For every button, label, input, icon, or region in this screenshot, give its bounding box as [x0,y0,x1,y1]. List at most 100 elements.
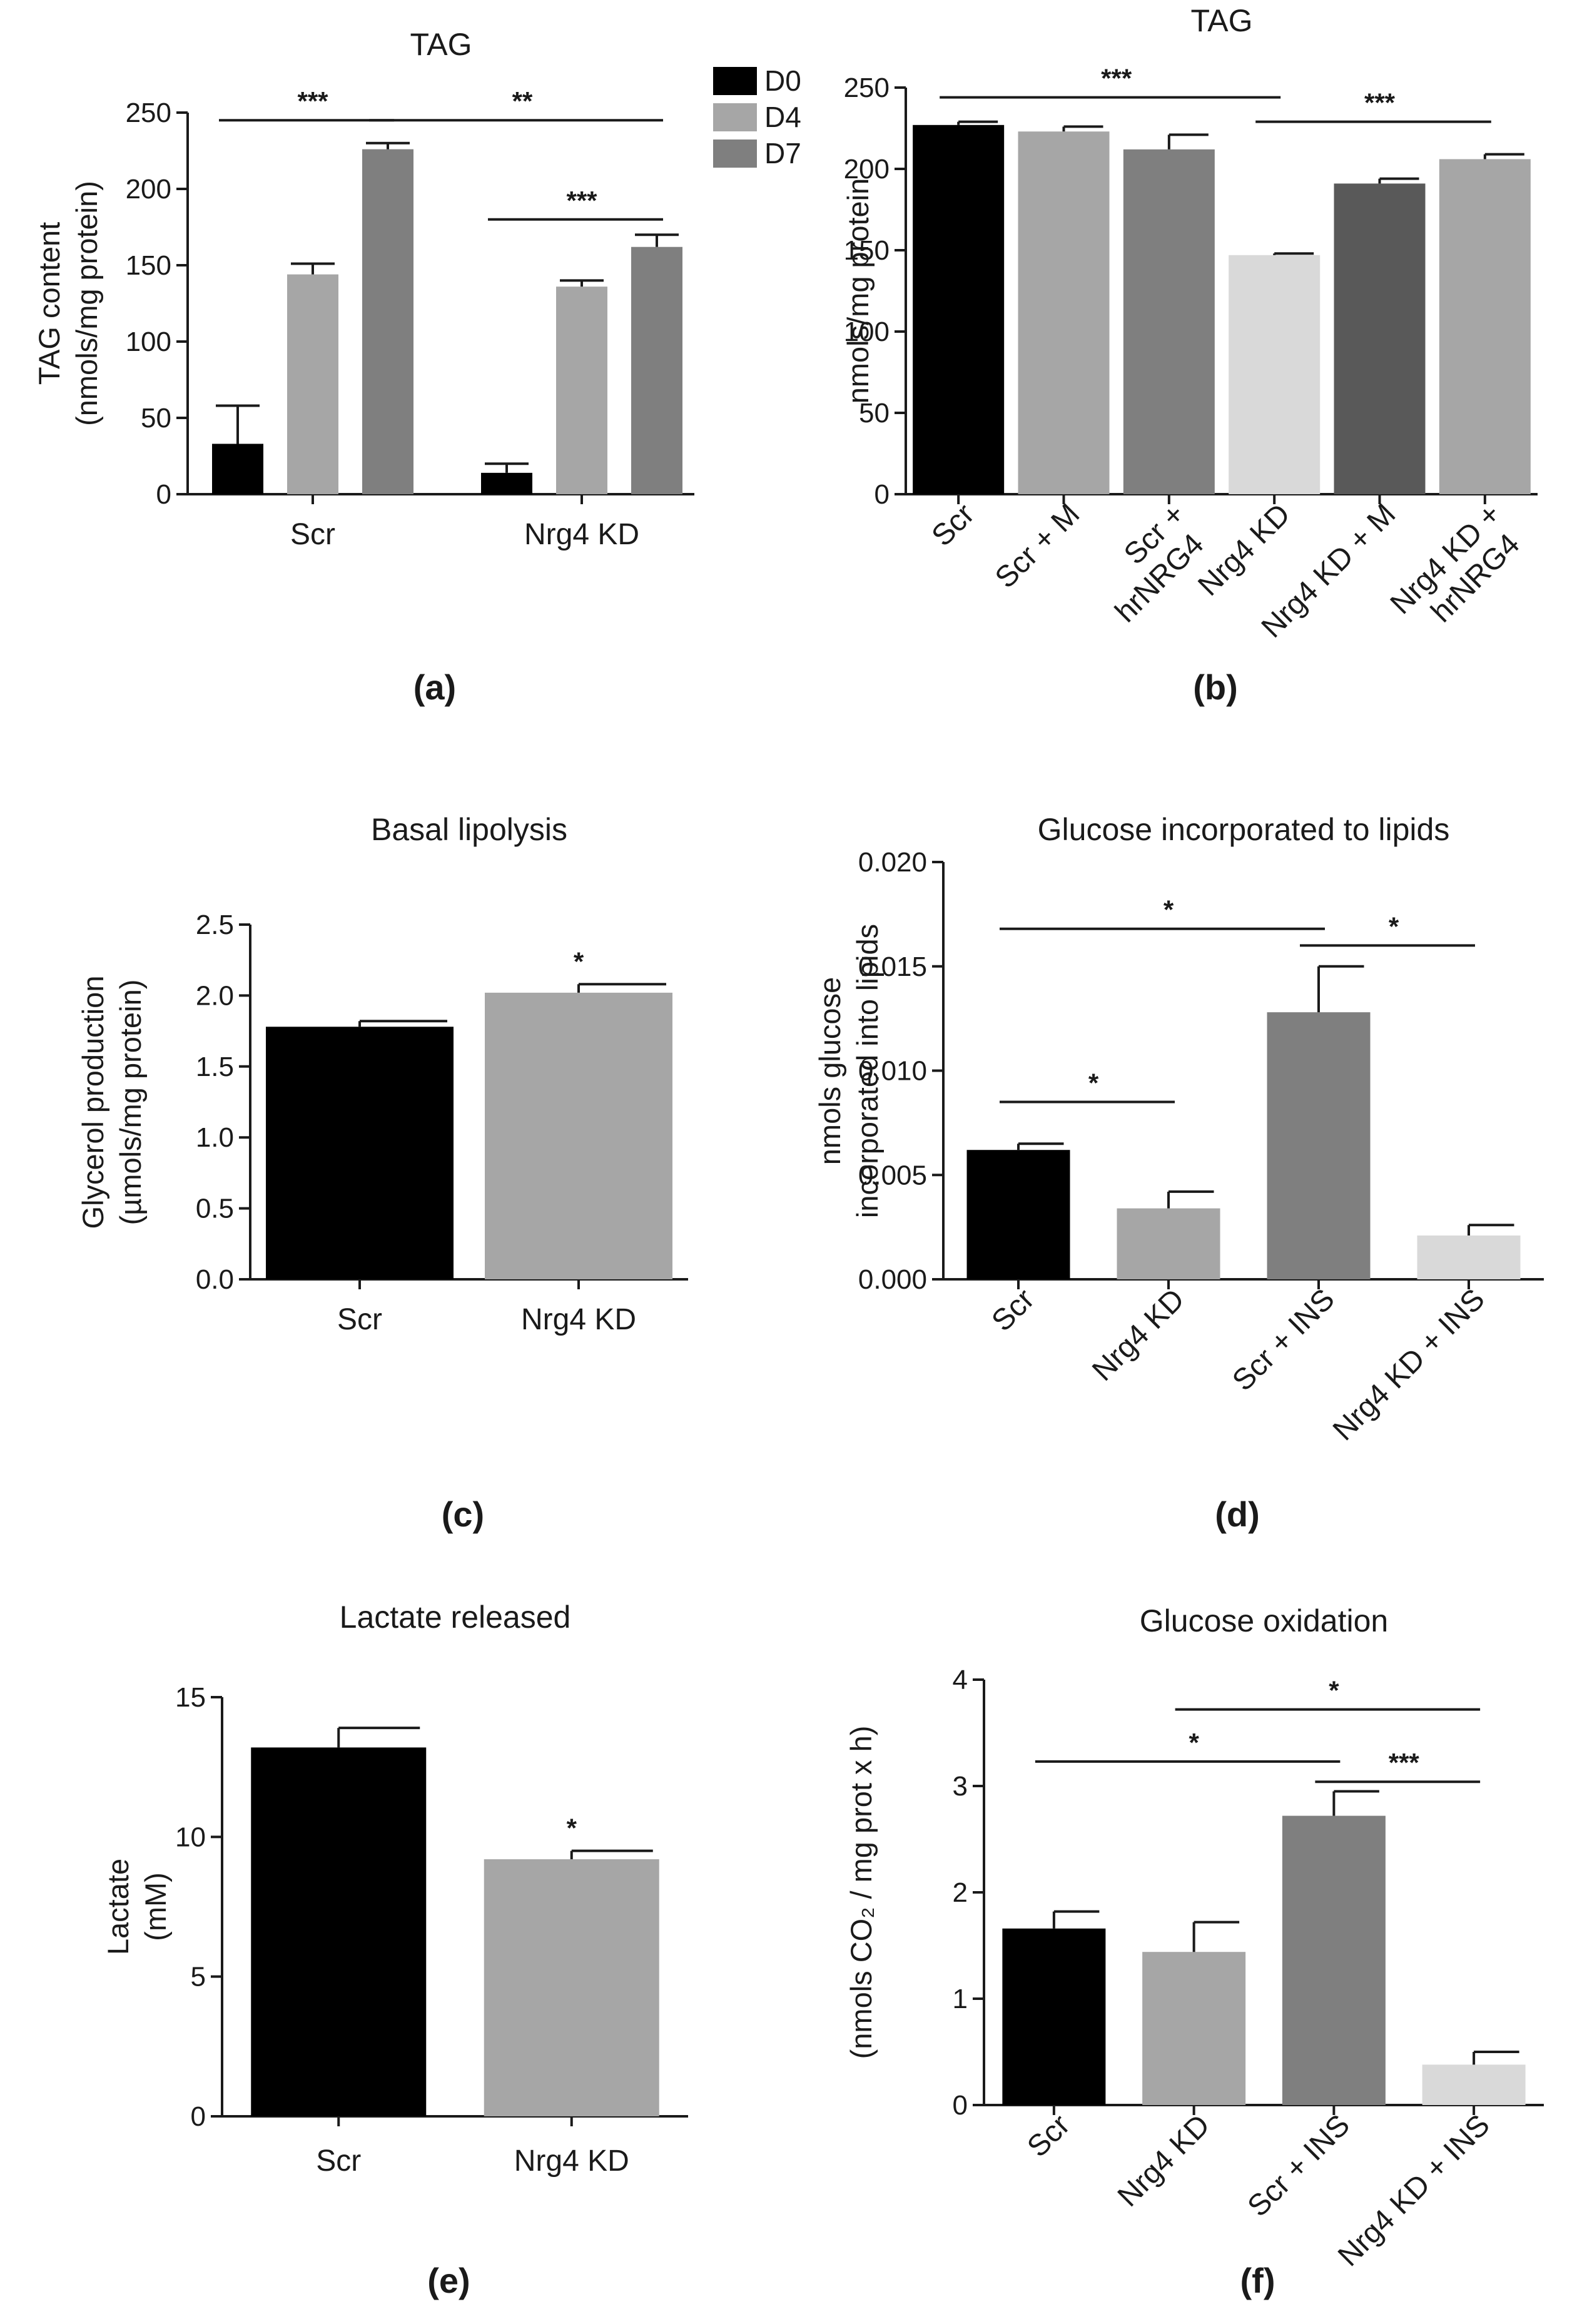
y-tick-label: 200 [126,174,171,205]
bar-a-d7-0 [362,149,413,494]
bar-b-0 [913,124,1005,495]
chart-c-svg: Basal lipolysis Glycerol production (µmols… [76,812,688,1534]
significance-star: *** [1101,64,1132,93]
chart-panel-d: Glucose incorporated to lipids nmols gluc… [793,776,1587,1539]
y-axis-label: incorporated into lipids [851,924,884,1218]
chart-a-title: TAG [410,27,472,62]
x-category-label: Nrg4 KD [1112,2108,1217,2213]
y-axis-label: (mM) [139,1872,172,1941]
significance-star: *** [566,186,597,215]
y-tick-label: 100 [844,317,890,347]
y-tick-label: 150 [126,250,171,281]
y-tick-label: 100 [126,327,171,357]
x-category-label: Nrg4 KD + INS [1327,1282,1491,1447]
significance-star: ** [512,86,533,116]
y-tick-label: 50 [859,398,890,429]
x-category-label: Scr + INS [1226,1282,1341,1398]
y-axis-label: (µmols/mg protein) [114,980,147,1225]
chart-d-svg: Glucose incorporated to lipids nmols gluc… [813,812,1544,1534]
bar-b-3 [1229,255,1321,494]
y-tick-label: 2.5 [196,910,234,940]
bar-a-d4-1 [556,287,607,494]
y-tick-label: 10 [175,1822,206,1852]
y-tick-label: 1 [953,1984,968,2014]
significance-star: * [574,946,584,976]
panel-label-f: (f) [1240,2261,1275,2300]
x-category-label: Nrg4 KD [1086,1282,1191,1388]
chart-e-svg: Lactate released Lactate (mM) 0 5 10 15 Scr Nrg4… [101,1600,688,2300]
legend-label-d0: D0 [764,64,801,97]
significance-star: * [1329,1676,1339,1705]
y-tick-label: 200 [844,154,890,185]
y-tick-label: 15 [175,1682,206,1713]
bar-d-3 [1417,1235,1521,1279]
legend-label-d4: D4 [764,101,801,133]
significance-star: * [1189,1728,1199,1757]
y-tick-label: 150 [844,235,890,266]
y-axis-label: Lactate [101,1859,134,1955]
significance-star: *** [297,86,328,116]
bar-f-1 [1142,1952,1246,2105]
y-tick-label: 0.005 [858,1160,927,1190]
bar-f-2 [1282,1815,1386,2105]
x-category-label: Scr [985,1282,1040,1337]
y-tick-label: 0 [191,2101,206,2132]
y-axis-label: nmols/mg protein [841,178,875,404]
bar-b-2 [1123,149,1215,495]
y-tick-label: 0 [156,479,171,510]
bar-b-1 [1018,131,1110,494]
bar-f-3 [1422,2064,1526,2105]
x-category-label: Scr [290,518,335,551]
chart-b-svg: TAG nmols/mg protein 0 50 100 150 200 250 Scr Scr… [841,3,1538,707]
x-category-label: Nrg4 KD + INS [1332,2108,1496,2273]
x-category-label: Nrg4 KD [514,2144,629,2178]
x-category-label: Scr [926,497,981,552]
y-tick-label: 0 [953,2090,968,2121]
x-category-label: Nrg4 KD [521,1303,636,1336]
legend-swatch-d7 [713,140,757,168]
chart-a-svg: TAG TAG content (nmols/mg protein) 0 50 100 15… [33,27,801,707]
legend-label-d7: D7 [764,137,801,170]
y-tick-label: 0.0 [196,1264,234,1295]
chart-panel-c: Basal lipolysis Glycerol production (µmols… [0,776,793,1539]
bar-b-4 [1334,183,1426,494]
x-category-label: Scr + INS [1242,2108,1357,2223]
y-tick-label: 2 [953,1877,968,1908]
chart-c-title: Basal lipolysis [371,812,567,847]
bar-a-d0-0 [212,444,263,494]
significance-star: *** [1364,88,1396,118]
y-axis-label: (nmols/mg protein) [70,181,103,426]
y-tick-label: 1.5 [196,1052,234,1082]
legend-swatch-d0 [713,67,757,95]
y-tick-label: 50 [141,403,171,434]
chart-panel-b: TAG nmols/mg protein 0 50 100 150 200 250 Scr Scr… [793,0,1587,751]
panel-label-b: (b) [1193,667,1238,707]
y-tick-label: 0.5 [196,1194,234,1224]
chart-panel-f: Glucose oxidation (nmols CO₂ / mg prot x … [793,1576,1587,2321]
y-tick-label: 1.0 [196,1122,234,1153]
significance-star: * [1389,911,1399,941]
x-category-label: Scr + M [989,497,1086,594]
x-category-label: Scr [1021,2108,1076,2163]
bar-a-d7-1 [631,246,682,494]
y-tick-label: 250 [126,98,171,128]
bar-c-1 [485,992,672,1279]
chart-panel-e: Lactate released Lactate (mM) 0 5 10 15 Scr Nrg4… [0,1576,793,2321]
panel-label-a: (a) [413,667,456,707]
y-tick-label: 0.015 [858,951,927,982]
bar-e-1 [484,1859,659,2116]
y-axis-label: TAG content [33,222,66,385]
y-axis-label: (nmols CO₂ / mg prot x h) [844,1726,878,2059]
bar-d-0 [966,1150,1070,1279]
y-axis-label: nmols glucose [813,977,846,1165]
legend-swatch-d4 [713,103,757,131]
y-tick-label: 3 [953,1771,968,1802]
significance-star: * [567,1814,577,1843]
y-tick-label: 250 [844,73,890,103]
x-category-label: Scr [337,1303,382,1336]
chart-f-title: Glucose oxidation [1140,1603,1388,1638]
panel-label-c: (c) [442,1494,484,1534]
y-tick-label: 0.020 [858,847,927,878]
chart-f-svg: Glucose oxidation (nmols CO₂ / mg prot x … [844,1603,1544,2300]
significance-star: * [1088,1068,1099,1098]
